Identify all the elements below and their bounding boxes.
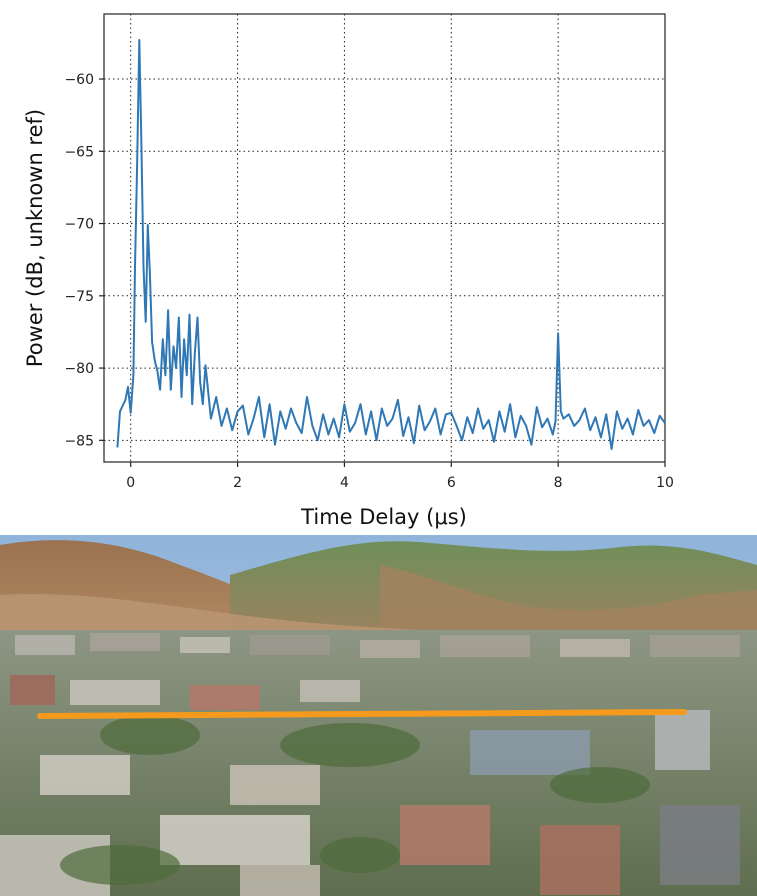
aerial-campus-photo: [0, 535, 757, 896]
y-tick-label: −75: [64, 289, 94, 305]
power-series-line: [116, 39, 666, 450]
x-tick-label: 8: [554, 475, 563, 491]
y-tick-label: −65: [64, 144, 94, 160]
y-tick-label: −85: [64, 433, 94, 449]
x-tick-label: 2: [233, 475, 242, 491]
x-tick-label: 6: [447, 475, 456, 491]
aerial-campus-icon: [0, 535, 757, 896]
x-tick-label: 4: [340, 475, 349, 491]
y-tick-label: −60: [64, 72, 94, 88]
y-axis-title: Power (dB, unknown ref): [23, 109, 47, 367]
grid-lines: [104, 14, 666, 462]
plot-frame: [103, 13, 666, 463]
x-tick-label: 10: [656, 475, 674, 491]
x-axis-title: Time Delay (μs): [300, 505, 467, 529]
axis-ticks: 0 2 4 6 8 10 −60 −65 −70 −75 −80 −85: [64, 72, 673, 491]
power-delay-chart: 0 2 4 6 8 10 −60 −65 −70 −75 −80 −85 Time Delay (μs…: [23, 13, 674, 529]
y-tick-label: −70: [64, 217, 94, 233]
y-tick-label: −80: [64, 361, 94, 377]
signal-path-line: [37, 709, 687, 719]
x-tick-label: 0: [126, 475, 135, 491]
